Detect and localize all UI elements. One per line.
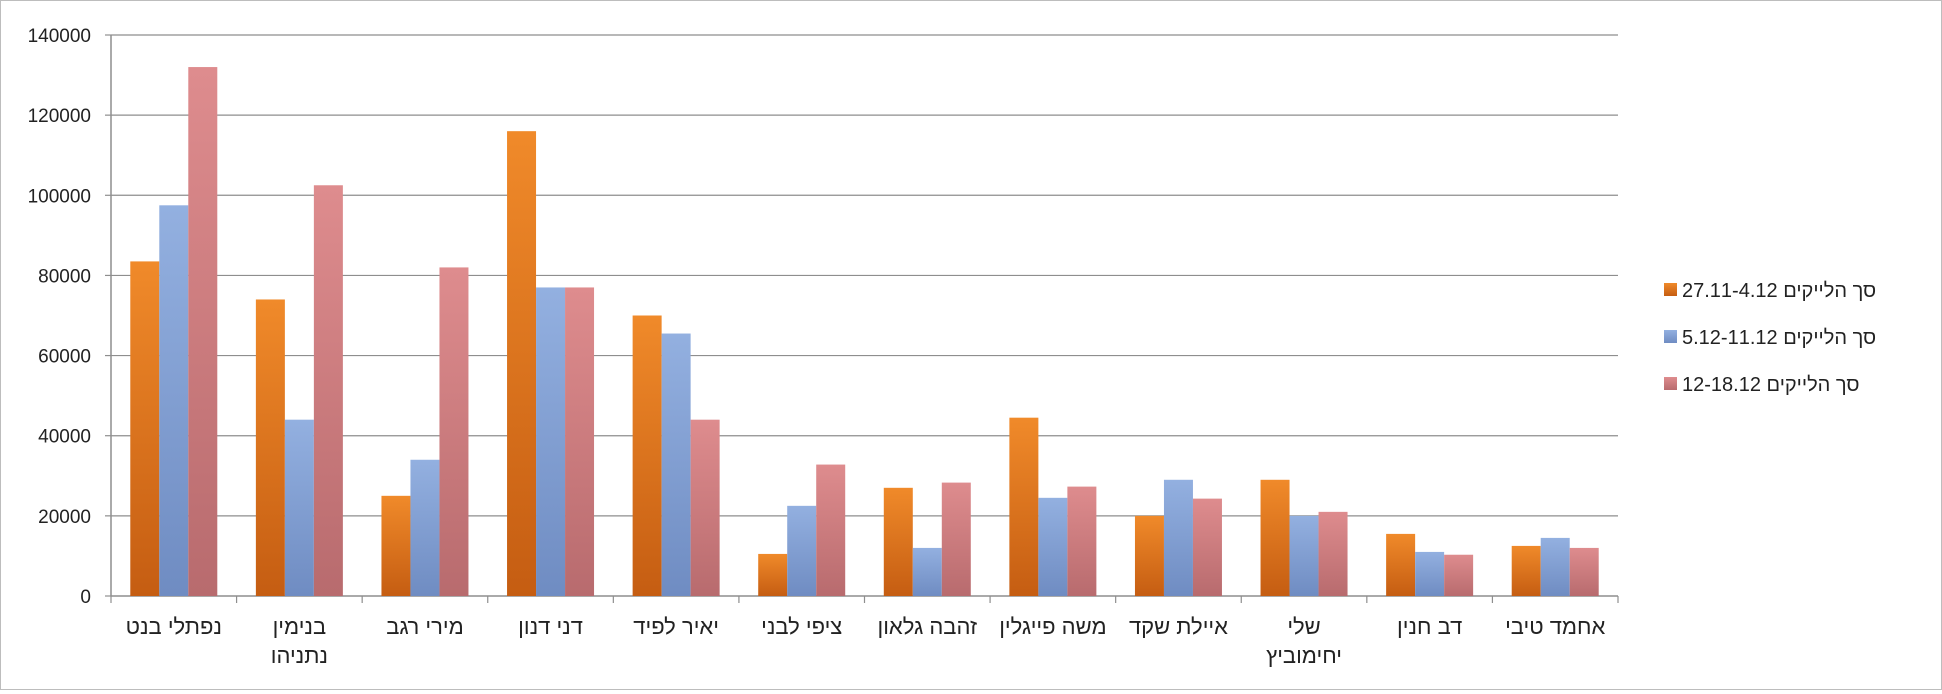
x-category-label: נפתלי בנט bbox=[126, 614, 222, 639]
bar bbox=[941, 482, 971, 596]
bar bbox=[284, 419, 314, 596]
y-tick-label: 0 bbox=[80, 587, 91, 608]
bar bbox=[130, 261, 160, 596]
legend-swatch bbox=[1664, 377, 1677, 390]
x-category-label: יחימוביץ bbox=[1266, 643, 1342, 668]
bar bbox=[381, 495, 411, 596]
y-tick-label: 120000 bbox=[28, 106, 91, 127]
bar bbox=[787, 505, 817, 596]
y-tick-label: 80000 bbox=[38, 266, 91, 287]
y-tick-label: 100000 bbox=[28, 186, 91, 207]
bar bbox=[565, 287, 595, 596]
bar bbox=[159, 205, 189, 596]
legend-swatch bbox=[1664, 330, 1677, 343]
bar bbox=[188, 67, 218, 597]
bar bbox=[439, 267, 469, 596]
legend-swatch bbox=[1664, 283, 1677, 296]
legend-label: סך הלייקים 12-18.12 bbox=[1682, 374, 1860, 396]
bar bbox=[661, 333, 691, 596]
x-category-label: איילת שקד bbox=[1129, 614, 1228, 639]
bar bbox=[255, 299, 285, 596]
x-category-label: משה פייגלין bbox=[999, 614, 1106, 639]
x-category-label: דב חנין bbox=[1397, 614, 1462, 639]
bar bbox=[632, 315, 662, 596]
bar bbox=[758, 553, 788, 596]
x-category-label: דני דנון bbox=[518, 614, 583, 639]
legend-label: סך הלייקים 27.11-4.12 bbox=[1682, 280, 1876, 302]
legend: סך הלייקים 27.11-4.12 סך הלייקים 5.12-11.… bbox=[1664, 280, 1876, 396]
x-category-label: שלי bbox=[1287, 614, 1320, 639]
bar bbox=[1289, 515, 1319, 596]
y-tick-label: 60000 bbox=[38, 347, 91, 368]
bar bbox=[1540, 537, 1570, 596]
bar bbox=[1511, 545, 1541, 596]
bar bbox=[883, 487, 913, 596]
bar bbox=[1163, 479, 1193, 596]
bars bbox=[130, 67, 1599, 597]
bar bbox=[1444, 554, 1474, 596]
x-category-label: מירי רגב bbox=[386, 614, 464, 639]
bar bbox=[536, 287, 566, 596]
x-category-label: יאיר לפיד bbox=[633, 614, 719, 639]
bar bbox=[1260, 479, 1290, 596]
x-category-label: בנימין bbox=[273, 614, 327, 639]
x-category-label: אחמד טיבי bbox=[1505, 614, 1605, 639]
x-category-label: נתניהו bbox=[271, 643, 328, 668]
y-tick-label: 140000 bbox=[28, 26, 91, 47]
axes bbox=[105, 34, 1619, 603]
gridlines bbox=[111, 34, 1618, 517]
bar bbox=[1569, 547, 1599, 596]
bar bbox=[313, 185, 343, 596]
bar bbox=[1067, 486, 1097, 596]
bar bbox=[690, 419, 720, 596]
x-category-label: זהבה גלאון bbox=[877, 614, 977, 639]
bar bbox=[1009, 417, 1039, 596]
bar bbox=[816, 464, 846, 596]
y-tick-label: 20000 bbox=[38, 507, 91, 528]
bar bbox=[912, 547, 942, 596]
bar bbox=[1415, 551, 1445, 596]
bar bbox=[1386, 533, 1416, 596]
bar bbox=[1134, 515, 1164, 596]
axis-labels: 0 20000 40000 60000 80000 100000 120000 140000 נ… bbox=[28, 26, 1606, 668]
x-category-label: ציפי לבני bbox=[761, 614, 842, 639]
bar bbox=[1192, 498, 1222, 596]
y-tick-label: 40000 bbox=[38, 427, 91, 448]
bar bbox=[410, 459, 440, 596]
bar bbox=[1318, 511, 1348, 596]
bar bbox=[1038, 497, 1068, 596]
legend-label: סך הלייקים 5.12-11.12 bbox=[1682, 327, 1876, 349]
bar bbox=[507, 131, 537, 596]
